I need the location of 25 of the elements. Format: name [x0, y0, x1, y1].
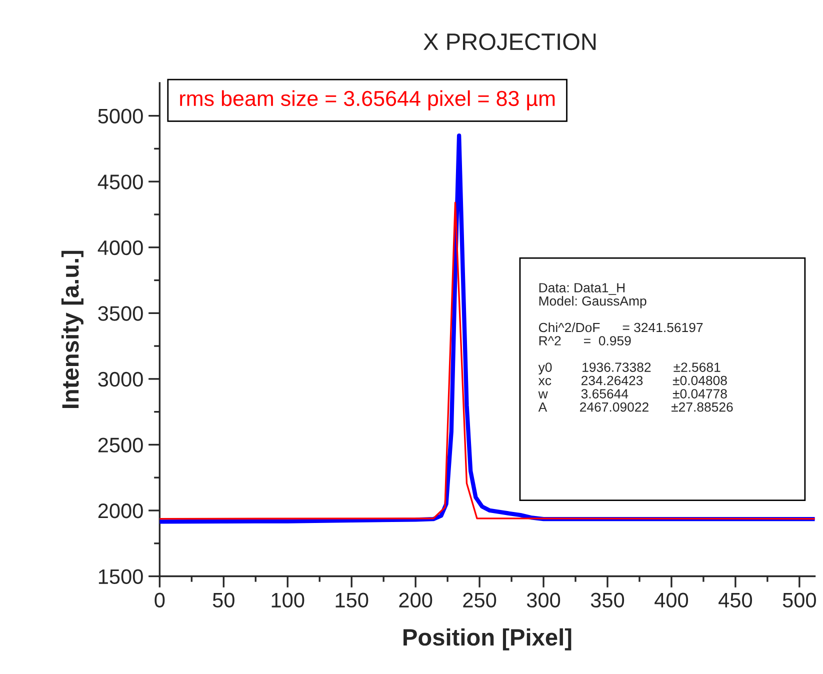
x-tick-label: 350 [590, 592, 624, 608]
y-tick-label: 1500 [98, 569, 143, 584]
y-tick-label: 3000 [98, 372, 143, 387]
line-series [160, 202, 815, 520]
text: Data: Data1_H Model: GaussAmp Chi^2/DoF = 3241.56197 R^2 = 0.959 y0 1936.73382 ±2.5681 xc 234.26423 ±0.04808 w 3.65644 ±0.04778 A 2467.09022 ±27.88526 [538, 283, 733, 412]
x-tick-label: 0 [154, 592, 165, 608]
x-tick-label: 100 [272, 592, 304, 608]
y-tick-label: 2000 [98, 503, 143, 518]
x-tick-label: 450 [718, 592, 752, 608]
x-tick-label: 50 [212, 592, 234, 608]
y-tick-label: 4500 [98, 174, 143, 190]
chart-title: X PROJECTION [424, 33, 596, 50]
y-tick-label: 5000 [98, 108, 143, 124]
x-tick-label: 300 [526, 592, 560, 608]
x-tick-label: 400 [654, 592, 688, 608]
y-tick-label: 3500 [98, 306, 143, 321]
x-tick-label: 250 [463, 592, 496, 608]
x-tick-label: 500 [782, 592, 816, 608]
annotation: rms beam size = 3.65644 pixel = 83 µm [180, 90, 555, 110]
y-axis-title: Intensity [a.u.] [61, 250, 84, 408]
x-axis-title: Position [Pixel] [404, 628, 572, 650]
y-tick-label: 4000 [98, 240, 143, 256]
y-tick-label: 2500 [98, 438, 143, 452]
x-tick-label: 200 [399, 592, 432, 608]
x-tick-label: 150 [336, 592, 368, 608]
